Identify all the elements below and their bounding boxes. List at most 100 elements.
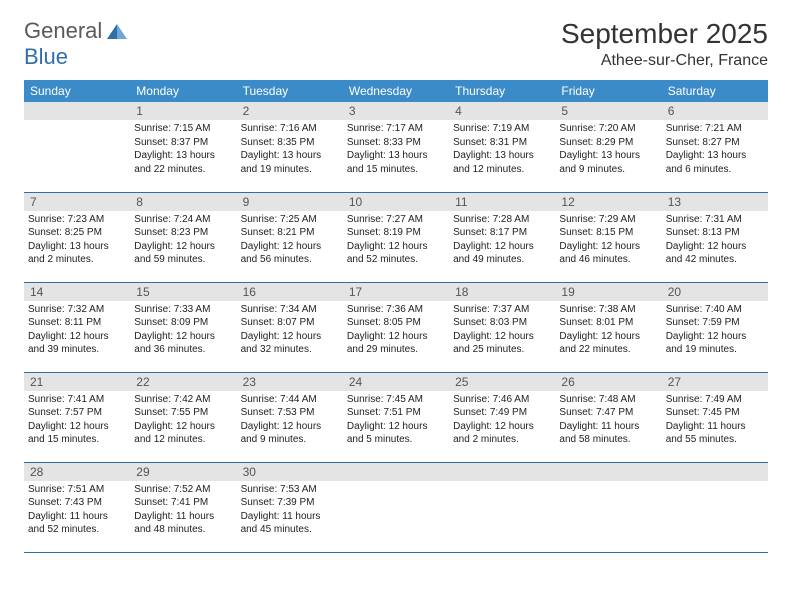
day-details: Sunrise: 7:23 AMSunset: 8:25 PMDaylight:… <box>24 211 130 271</box>
calendar-day-cell: 20Sunrise: 7:40 AMSunset: 7:59 PMDayligh… <box>662 282 768 372</box>
weekday-header: Wednesday <box>343 80 449 102</box>
calendar-day-cell: 13Sunrise: 7:31 AMSunset: 8:13 PMDayligh… <box>662 192 768 282</box>
logo-triangle-icon <box>106 22 128 40</box>
day-number: 9 <box>237 193 343 211</box>
calendar-day-cell: 11Sunrise: 7:28 AMSunset: 8:17 PMDayligh… <box>449 192 555 282</box>
calendar-day-cell: 1Sunrise: 7:15 AMSunset: 8:37 PMDaylight… <box>130 102 236 192</box>
day-details: Sunrise: 7:31 AMSunset: 8:13 PMDaylight:… <box>662 211 768 271</box>
day-number: 6 <box>662 102 768 120</box>
calendar-day-cell <box>449 462 555 552</box>
day-number: 19 <box>555 283 661 301</box>
day-details: Sunrise: 7:20 AMSunset: 8:29 PMDaylight:… <box>555 120 661 180</box>
calendar-day-cell: 8Sunrise: 7:24 AMSunset: 8:23 PMDaylight… <box>130 192 236 282</box>
day-number: 13 <box>662 193 768 211</box>
calendar-body: 1Sunrise: 7:15 AMSunset: 8:37 PMDaylight… <box>24 102 768 552</box>
day-number <box>555 463 661 481</box>
day-details: Sunrise: 7:15 AMSunset: 8:37 PMDaylight:… <box>130 120 236 180</box>
month-title: September 2025 <box>561 18 768 50</box>
calendar-day-cell: 6Sunrise: 7:21 AMSunset: 8:27 PMDaylight… <box>662 102 768 192</box>
calendar-day-cell: 24Sunrise: 7:45 AMSunset: 7:51 PMDayligh… <box>343 372 449 462</box>
calendar-day-cell: 26Sunrise: 7:48 AMSunset: 7:47 PMDayligh… <box>555 372 661 462</box>
day-details: Sunrise: 7:25 AMSunset: 8:21 PMDaylight:… <box>237 211 343 271</box>
calendar-table: Sunday Monday Tuesday Wednesday Thursday… <box>24 80 768 553</box>
day-details: Sunrise: 7:21 AMSunset: 8:27 PMDaylight:… <box>662 120 768 180</box>
day-details: Sunrise: 7:45 AMSunset: 7:51 PMDaylight:… <box>343 391 449 451</box>
day-details: Sunrise: 7:37 AMSunset: 8:03 PMDaylight:… <box>449 301 555 361</box>
weekday-header: Thursday <box>449 80 555 102</box>
day-number: 5 <box>555 102 661 120</box>
day-details: Sunrise: 7:48 AMSunset: 7:47 PMDaylight:… <box>555 391 661 451</box>
calendar-day-cell: 28Sunrise: 7:51 AMSunset: 7:43 PMDayligh… <box>24 462 130 552</box>
calendar-day-cell: 16Sunrise: 7:34 AMSunset: 8:07 PMDayligh… <box>237 282 343 372</box>
day-number: 25 <box>449 373 555 391</box>
day-number: 15 <box>130 283 236 301</box>
day-number: 17 <box>343 283 449 301</box>
calendar-day-cell: 12Sunrise: 7:29 AMSunset: 8:15 PMDayligh… <box>555 192 661 282</box>
day-number: 8 <box>130 193 236 211</box>
day-details: Sunrise: 7:28 AMSunset: 8:17 PMDaylight:… <box>449 211 555 271</box>
calendar-day-cell: 4Sunrise: 7:19 AMSunset: 8:31 PMDaylight… <box>449 102 555 192</box>
calendar-day-cell: 29Sunrise: 7:52 AMSunset: 7:41 PMDayligh… <box>130 462 236 552</box>
calendar-day-cell: 27Sunrise: 7:49 AMSunset: 7:45 PMDayligh… <box>662 372 768 462</box>
calendar-day-cell: 5Sunrise: 7:20 AMSunset: 8:29 PMDaylight… <box>555 102 661 192</box>
day-number: 1 <box>130 102 236 120</box>
weekday-header-row: Sunday Monday Tuesday Wednesday Thursday… <box>24 80 768 102</box>
weekday-header: Friday <box>555 80 661 102</box>
day-details: Sunrise: 7:27 AMSunset: 8:19 PMDaylight:… <box>343 211 449 271</box>
day-details: Sunrise: 7:46 AMSunset: 7:49 PMDaylight:… <box>449 391 555 451</box>
calendar-day-cell: 21Sunrise: 7:41 AMSunset: 7:57 PMDayligh… <box>24 372 130 462</box>
day-number <box>24 102 130 120</box>
day-number: 12 <box>555 193 661 211</box>
day-number <box>449 463 555 481</box>
day-number: 16 <box>237 283 343 301</box>
calendar-week-row: 1Sunrise: 7:15 AMSunset: 8:37 PMDaylight… <box>24 102 768 192</box>
calendar-day-cell: 18Sunrise: 7:37 AMSunset: 8:03 PMDayligh… <box>449 282 555 372</box>
title-block: September 2025 Athee-sur-Cher, France <box>561 18 768 70</box>
calendar-day-cell: 17Sunrise: 7:36 AMSunset: 8:05 PMDayligh… <box>343 282 449 372</box>
day-details: Sunrise: 7:19 AMSunset: 8:31 PMDaylight:… <box>449 120 555 180</box>
day-number: 4 <box>449 102 555 120</box>
day-number <box>662 463 768 481</box>
header: General September 2025 Athee-sur-Cher, F… <box>24 18 768 70</box>
logo: General <box>24 18 132 44</box>
day-details: Sunrise: 7:40 AMSunset: 7:59 PMDaylight:… <box>662 301 768 361</box>
day-details: Sunrise: 7:29 AMSunset: 8:15 PMDaylight:… <box>555 211 661 271</box>
calendar-week-row: 7Sunrise: 7:23 AMSunset: 8:25 PMDaylight… <box>24 192 768 282</box>
day-number: 14 <box>24 283 130 301</box>
day-number: 2 <box>237 102 343 120</box>
day-number: 22 <box>130 373 236 391</box>
day-details: Sunrise: 7:16 AMSunset: 8:35 PMDaylight:… <box>237 120 343 180</box>
day-details: Sunrise: 7:36 AMSunset: 8:05 PMDaylight:… <box>343 301 449 361</box>
calendar-day-cell: 15Sunrise: 7:33 AMSunset: 8:09 PMDayligh… <box>130 282 236 372</box>
day-details: Sunrise: 7:51 AMSunset: 7:43 PMDaylight:… <box>24 481 130 541</box>
day-details: Sunrise: 7:49 AMSunset: 7:45 PMDaylight:… <box>662 391 768 451</box>
day-details: Sunrise: 7:32 AMSunset: 8:11 PMDaylight:… <box>24 301 130 361</box>
calendar-day-cell <box>662 462 768 552</box>
day-number: 10 <box>343 193 449 211</box>
day-number: 27 <box>662 373 768 391</box>
calendar-day-cell <box>24 102 130 192</box>
logo-text-blue: Blue <box>24 44 68 69</box>
day-number: 26 <box>555 373 661 391</box>
day-number: 28 <box>24 463 130 481</box>
weekday-header: Monday <box>130 80 236 102</box>
weekday-header: Sunday <box>24 80 130 102</box>
day-details: Sunrise: 7:52 AMSunset: 7:41 PMDaylight:… <box>130 481 236 541</box>
calendar-day-cell: 9Sunrise: 7:25 AMSunset: 8:21 PMDaylight… <box>237 192 343 282</box>
calendar-week-row: 28Sunrise: 7:51 AMSunset: 7:43 PMDayligh… <box>24 462 768 552</box>
location-label: Athee-sur-Cher, France <box>561 52 768 70</box>
day-number: 7 <box>24 193 130 211</box>
weekday-header: Saturday <box>662 80 768 102</box>
calendar-day-cell: 23Sunrise: 7:44 AMSunset: 7:53 PMDayligh… <box>237 372 343 462</box>
day-details: Sunrise: 7:38 AMSunset: 8:01 PMDaylight:… <box>555 301 661 361</box>
day-number <box>343 463 449 481</box>
weekday-header: Tuesday <box>237 80 343 102</box>
day-details: Sunrise: 7:33 AMSunset: 8:09 PMDaylight:… <box>130 301 236 361</box>
calendar-day-cell: 30Sunrise: 7:53 AMSunset: 7:39 PMDayligh… <box>237 462 343 552</box>
calendar-week-row: 14Sunrise: 7:32 AMSunset: 8:11 PMDayligh… <box>24 282 768 372</box>
logo-text-general: General <box>24 18 102 44</box>
day-number: 20 <box>662 283 768 301</box>
day-number: 29 <box>130 463 236 481</box>
day-number: 30 <box>237 463 343 481</box>
day-details: Sunrise: 7:17 AMSunset: 8:33 PMDaylight:… <box>343 120 449 180</box>
